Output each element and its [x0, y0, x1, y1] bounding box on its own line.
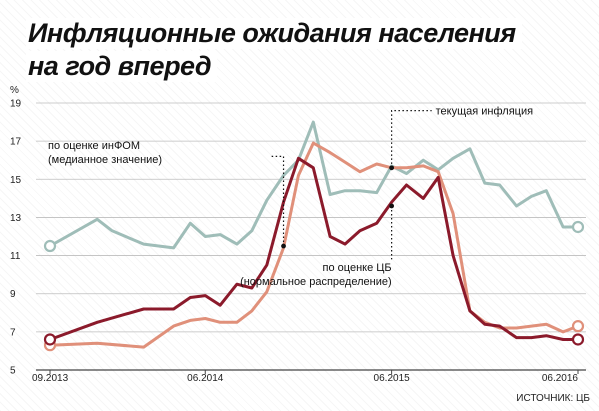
annotations: текущая инфляция по оценке инФОМ (медианно… — [48, 106, 533, 288]
y-tick-label: 19 — [10, 99, 22, 110]
annotation-point — [389, 165, 395, 171]
data-series — [43, 120, 585, 352]
series-line-0 — [48, 120, 580, 250]
x-tick-label: 06.2014 — [187, 373, 224, 384]
x-tick-label: 06.2015 — [374, 373, 411, 384]
y-tick-label: 13 — [10, 213, 22, 224]
y-tick-label: 11 — [10, 251, 21, 262]
annotation-leader — [271, 155, 285, 247]
series-endpoint-1 — [43, 333, 57, 346]
annotation-label: (медианное значение) — [48, 154, 162, 166]
x-tick-label: 06.2016 — [542, 373, 579, 384]
annotation-label: (нормальное распределение) — [240, 276, 392, 288]
chart-title-line-2: на год вперед — [26, 51, 218, 82]
annotation-label: по оценке инФОМ — [48, 140, 140, 152]
source-note: ИСТОЧНИК: ЦБ — [516, 393, 590, 404]
series-endpoint-0 — [571, 220, 585, 234]
annotation-label: текущая инфляция — [436, 106, 533, 118]
series-line-1 — [48, 156, 580, 341]
series-endpoint-0 — [43, 239, 57, 253]
y-tick-label: 5 — [10, 366, 16, 377]
annotation-label: по оценке ЦБ — [323, 262, 392, 274]
axis-ticks: 5 7 9 11 13 15 17 19% 09.2013 06.2014 06.2015 06.20… — [10, 85, 579, 384]
chart-title-line-1: Инфляционные ожидания населения — [26, 18, 522, 49]
chart-title: Инфляционные ожидания населения на год в… — [26, 18, 522, 82]
y-axis-label: % — [10, 85, 19, 96]
annotation-leader — [391, 110, 432, 168]
series-endpoint-2 — [571, 320, 585, 333]
grid-lines — [36, 102, 586, 371]
y-tick-label: 9 — [10, 289, 16, 300]
x-tick-label: 09.2013 — [32, 373, 69, 384]
annotation-point — [281, 243, 286, 249]
y-tick-label: 17 — [10, 137, 22, 148]
y-tick-label: 15 — [10, 175, 22, 186]
series-endpoint-1 — [571, 333, 585, 346]
y-tick-label: 7 — [10, 327, 16, 338]
